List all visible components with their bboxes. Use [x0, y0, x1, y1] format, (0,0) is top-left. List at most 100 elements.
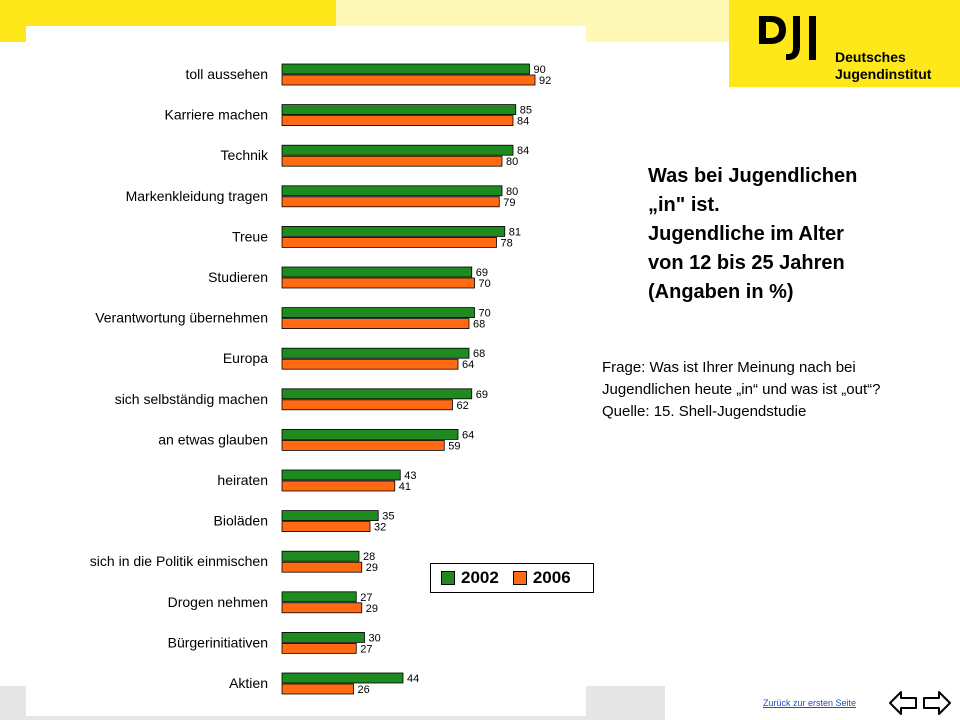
category-label: Europa — [223, 350, 268, 366]
category-label: Verantwortung übernehmen — [95, 310, 268, 326]
value-label-2006: 41 — [399, 481, 411, 493]
value-label-2002: 44 — [407, 673, 419, 685]
bar-2006 — [281, 236, 497, 248]
bar-2006 — [281, 683, 354, 695]
value-label-2002: 84 — [517, 145, 529, 157]
value-label-2002: 68 — [473, 348, 485, 360]
category-label: Technik — [221, 147, 269, 163]
value-label-2002: 28 — [363, 551, 375, 563]
bar-2006 — [281, 439, 445, 451]
bar-2006 — [281, 318, 470, 330]
bar-2002 — [281, 550, 360, 562]
title-line-4: von 12 bis 25 Jahren — [648, 252, 845, 274]
title-line-5: (Angaben in %) — [648, 281, 794, 303]
category-label: heiraten — [217, 472, 268, 488]
bar-2002 — [281, 307, 475, 319]
bar-2006 — [281, 602, 363, 614]
value-label-2006: 26 — [358, 684, 370, 696]
value-label-2002: 80 — [506, 186, 518, 198]
legend-label-2002: 2002 — [461, 568, 499, 587]
value-label-2002: 64 — [462, 429, 474, 441]
chart-legend: 2002 2006 — [430, 563, 594, 593]
chart-panel: toll aussehen 90 92 Karriere machen 85 84 Tech… — [26, 26, 594, 716]
question-text: Frage: Was ist Ihrer Meinung nach bei Ju… — [602, 357, 957, 423]
bar-2002 — [281, 388, 473, 400]
title-line-3: Jugendliche im Alter — [648, 223, 844, 245]
value-label-2006: 29 — [366, 603, 378, 615]
bar-2006 — [281, 643, 357, 654]
arrow-right-icon[interactable] — [922, 690, 952, 716]
logo-line-2: Jugendinstitut — [835, 66, 932, 82]
value-label-2006: 79 — [503, 197, 515, 209]
value-label-2006: 64 — [462, 359, 474, 371]
bar-2006 — [281, 74, 536, 86]
bar-2002 — [281, 510, 379, 522]
value-label-2006: 78 — [501, 237, 513, 249]
legend-item-2006: 2006 — [512, 568, 571, 588]
category-label: Studieren — [208, 269, 268, 285]
value-label-2006: 80 — [506, 156, 518, 168]
bar-2002 — [281, 104, 517, 115]
value-label-2006: 29 — [366, 562, 378, 574]
category-label: Bürgerinitiativen — [168, 634, 268, 650]
title-line-2: „in" ist. — [648, 194, 720, 216]
category-label: Treue — [232, 228, 268, 244]
bar-2006 — [281, 480, 396, 492]
category-label: toll aussehen — [185, 66, 268, 82]
value-label-2002: 35 — [382, 511, 394, 523]
legend-swatch-2006 — [512, 571, 527, 585]
logo-line-1: Deutsches — [835, 49, 906, 65]
value-label-2006: 68 — [473, 319, 485, 331]
question-line-1: Frage: Was ist Ihrer Meinung nach bei — [602, 359, 856, 376]
bar-2002 — [281, 591, 357, 603]
value-label-2002: 81 — [509, 226, 521, 238]
value-label-2006: 59 — [448, 440, 460, 452]
legend-swatch-2002 — [441, 571, 455, 585]
category-label: Aktien — [229, 675, 268, 691]
value-label-2002: 43 — [404, 470, 416, 482]
value-label-2002: 69 — [476, 267, 488, 279]
bar-2002 — [281, 63, 530, 75]
bar-2002 — [281, 632, 365, 643]
category-label: Drogen nehmen — [168, 594, 268, 610]
bar-2006 — [281, 521, 371, 533]
legend-label-2006: 2006 — [532, 568, 571, 587]
bar-2002 — [281, 428, 459, 440]
slide-title: Was bei Jugendlichen „in" ist. Jugendlic… — [648, 162, 918, 307]
value-label-2002: 70 — [479, 308, 491, 320]
value-label-2006: 84 — [517, 116, 529, 128]
dji-logo-mark — [759, 16, 816, 60]
bar-2006 — [281, 561, 363, 573]
value-label-2006: 92 — [539, 75, 551, 87]
bar-2006 — [281, 155, 503, 167]
bar-2002 — [281, 347, 470, 359]
category-label: an etwas glauben — [158, 431, 268, 447]
value-label-2002: 85 — [520, 105, 532, 117]
bar-2006 — [281, 277, 475, 289]
logo-text: Deutsches Jugendinstitut — [835, 49, 931, 83]
category-label: Markenkleidung tragen — [126, 188, 268, 204]
bar-2002 — [281, 225, 506, 237]
value-label-2006: 27 — [360, 643, 372, 655]
title-line-1: Was bei Jugendlichen — [648, 165, 858, 187]
bar-2006 — [281, 358, 459, 370]
value-label-2006: 70 — [479, 278, 491, 290]
category-label: Karriere machen — [165, 107, 269, 123]
arrow-left-icon[interactable] — [888, 690, 918, 716]
bar-2002 — [281, 469, 401, 481]
back-to-first-slide-link[interactable]: Zurück zur ersten Seite — [763, 698, 857, 708]
value-label-2006: 62 — [457, 400, 469, 412]
question-line-2: Jugendlichen heute „in“ und was ist „out… — [602, 381, 881, 398]
bar-2006 — [281, 399, 453, 411]
bar-2002 — [281, 144, 514, 156]
bar-2002 — [281, 185, 503, 197]
dji-logo: Deutsches Jugendinstitut — [729, 0, 960, 87]
value-label-2006: 32 — [374, 522, 386, 534]
bar-2006 — [281, 196, 500, 208]
value-label-2002: 27 — [360, 592, 372, 604]
question-line-3: Quelle: 15. Shell-Jugendstudie — [602, 403, 807, 420]
category-label: Bioläden — [214, 513, 269, 529]
bar-2002 — [281, 672, 404, 684]
value-label-2002: 90 — [534, 64, 546, 76]
